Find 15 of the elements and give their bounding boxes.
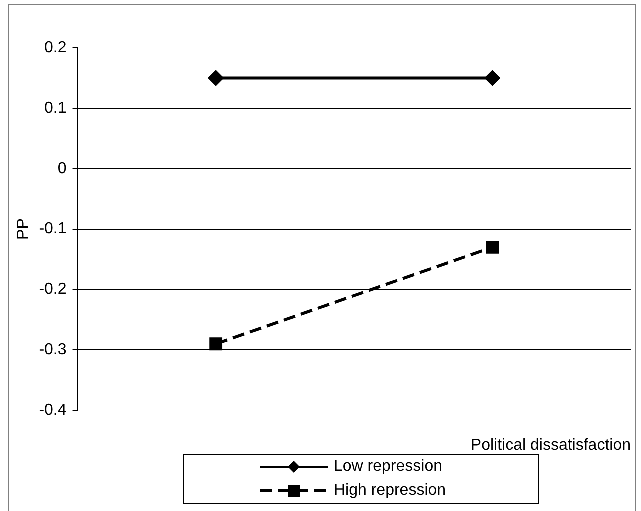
y-tick-label: -0.3 [39,342,67,359]
point [208,70,224,86]
x-axis-title: Political dissatisfaction [470,436,631,454]
point [485,70,500,86]
y-tick-label: 0 [58,160,67,178]
point [486,240,500,254]
legend-label: Low repression [334,458,442,476]
y-tick-label: 0.1 [44,100,67,117]
point [210,338,223,351]
y-tick-label: -0.2 [39,281,67,298]
y-tick-label: 0.2 [44,39,67,56]
y-tick-label: -0.4 [39,402,67,420]
y-tick-label: -0.1 [39,220,67,238]
legend-label: High repression [334,482,446,500]
y-axis-title: PP [15,218,32,240]
